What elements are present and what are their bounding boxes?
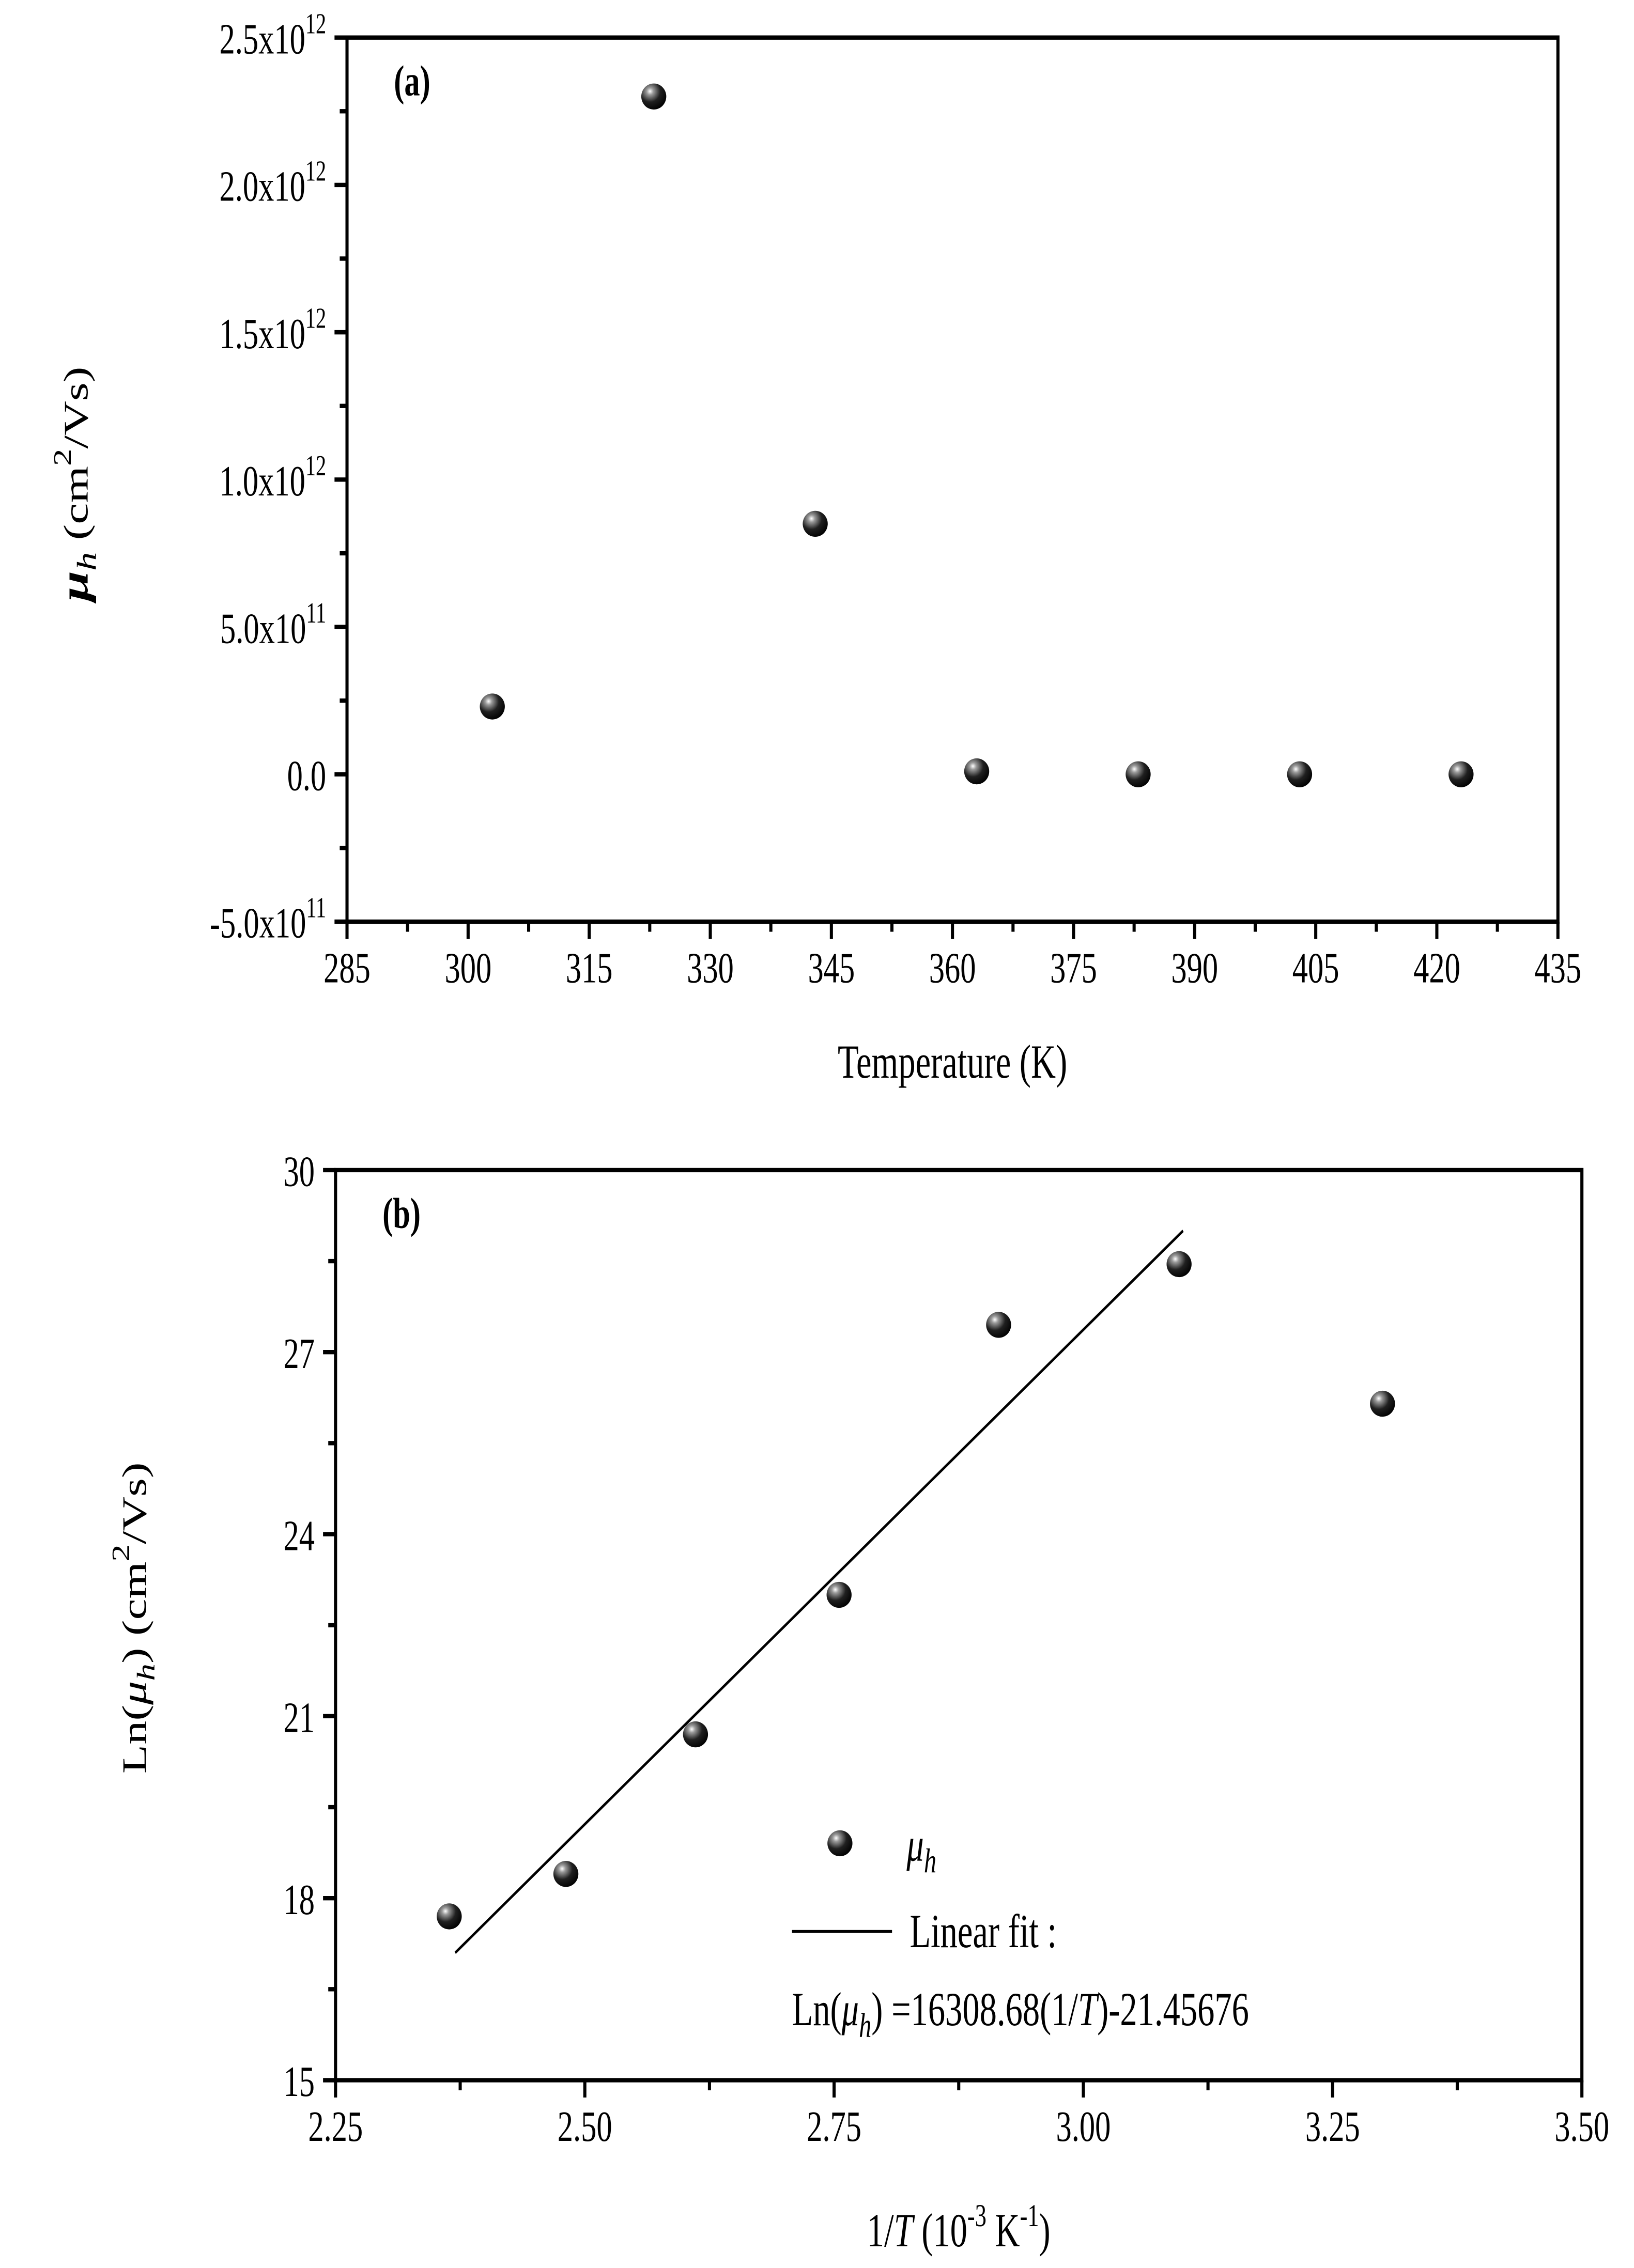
data-point: [1287, 761, 1313, 787]
text-part: T: [1078, 1983, 1099, 2036]
data-point: [986, 1312, 1011, 1338]
x-axis-title: Temperature (K): [838, 1036, 1067, 1089]
legend-label-mu: μh: [906, 1819, 936, 1880]
tick-base: 2.0x10: [220, 162, 305, 210]
panel-label: (b): [382, 1189, 421, 1237]
mu-symbol: μ: [53, 571, 97, 604]
unit: /Vs): [57, 367, 96, 449]
tick-base: 0.0: [287, 752, 327, 800]
y-tick-label: 27: [284, 1329, 315, 1377]
superscript: 2: [107, 1544, 135, 1562]
data-point: [803, 510, 828, 537]
text-part: T: [894, 2204, 915, 2257]
x-tick-label: 2.50: [558, 2102, 612, 2150]
text-part: Ln(: [116, 1705, 154, 1774]
y-tick-label: 5.0x1011: [220, 597, 326, 653]
text-part: (10: [913, 2204, 967, 2257]
linear-fit-line: [454, 1230, 1184, 1954]
tick-base: 1.0x10: [220, 457, 305, 505]
y-tick-label: 2.5x1012: [220, 8, 327, 63]
tick-base: -5.0x10: [210, 899, 306, 947]
x-tick-label: 360: [929, 944, 976, 992]
x-tick-label: 2.25: [308, 2102, 363, 2150]
text-part: )-21.45676: [1097, 1983, 1249, 2036]
text-part: ): [1039, 2204, 1051, 2257]
x-tick-label: 435: [1534, 944, 1581, 992]
tick-exponent: 12: [305, 450, 326, 482]
y-tick-label: 24: [284, 1512, 315, 1560]
data-point: [480, 693, 505, 720]
y-tick-label: 1.5x1012: [220, 302, 327, 358]
y-axis-title: μh (cm2/Vs): [49, 367, 102, 604]
tick-exponent: 12: [305, 155, 326, 187]
mu-symbol: μ: [906, 1819, 924, 1871]
y-tick-label: 1.0x1012: [220, 450, 327, 505]
text-part: ) (cm: [116, 1562, 154, 1664]
panel-b: 2.25 2.50 2.75 3.00 3.25 3.50 15 18 21 24 27 30 (b) μ…: [107, 1147, 1609, 2257]
x-axis-title: 1/T (10-3 K-1): [867, 2198, 1051, 2257]
y-tick-label: 2.0x1012: [220, 155, 327, 210]
y-tick-label: 21: [284, 1694, 315, 1742]
x-tick-label: 315: [566, 944, 613, 992]
data-point: [553, 1861, 579, 1887]
data-point: [1370, 1390, 1395, 1417]
data-point: [437, 1903, 462, 1930]
x-tick-label: 390: [1171, 944, 1218, 992]
tick-base: 1.5x10: [220, 309, 305, 358]
superscript: 2: [49, 448, 76, 466]
tick-exponent: 11: [306, 597, 326, 629]
data-point: [683, 1721, 708, 1748]
y-tick-label: 30: [284, 1147, 315, 1195]
tick-base: 2.5x10: [220, 15, 305, 63]
text-part: K: [986, 2204, 1020, 2257]
x-tick-label: 375: [1050, 944, 1097, 992]
text-part: 1/: [867, 2204, 894, 2257]
unit: (cm: [57, 466, 96, 552]
mu-symbol: μ: [841, 1983, 859, 2036]
x-tick-label: 300: [444, 944, 491, 992]
text-part: ) =16308.68(1/: [871, 1983, 1078, 2036]
subscript: h: [132, 1664, 160, 1681]
tick-base: 5.0x10: [220, 604, 306, 653]
subscript: h: [72, 552, 102, 570]
plot-frame: [345, 35, 1560, 924]
data-point: [1448, 761, 1474, 787]
text-part: Ln(: [792, 1983, 842, 2036]
panel-label: (a): [394, 57, 430, 105]
x-tick-label: 285: [323, 944, 371, 992]
x-tick-label: 3.50: [1554, 2102, 1609, 2150]
data-point: [641, 83, 667, 110]
tick-exponent: 12: [305, 302, 326, 334]
y-tick-label: 15: [284, 2058, 315, 2106]
y-axis-title: Ln(μh) (cm2/Vs): [107, 1462, 160, 1774]
x-tick-label: 345: [808, 944, 855, 992]
y-tick-label: 18: [284, 1875, 315, 1923]
superscript: -1: [1020, 2198, 1039, 2233]
x-tick-label: 3.00: [1056, 2102, 1111, 2150]
panel-a: 285 300 315 330 345 360 375 390 405 420 435 -5.0x10…: [49, 8, 1581, 1089]
data-point: [827, 1830, 853, 1857]
tick-exponent: 11: [306, 892, 326, 924]
legend-label-fit: Linear fit :: [910, 1905, 1057, 1958]
x-tick-label: 420: [1413, 944, 1460, 992]
x-tick-label: 3.25: [1305, 2102, 1360, 2150]
tick-exponent: 12: [305, 8, 326, 40]
x-tick-label: 2.75: [807, 2102, 861, 2150]
data-point: [1126, 761, 1151, 787]
text-part: /Vs): [116, 1462, 154, 1544]
data-point: [1166, 1251, 1192, 1278]
y-tick-label: -5.0x1011: [210, 892, 326, 947]
y-tick-label: 0.0: [287, 752, 327, 800]
x-tick-label: 405: [1292, 944, 1339, 992]
superscript: -3: [967, 2198, 986, 2233]
data-point: [964, 758, 990, 785]
x-tick-label: 330: [687, 944, 734, 992]
subscript: h: [924, 1841, 936, 1880]
fit-equation: Ln(μh) =16308.68(1/T)-21.45676: [792, 1983, 1249, 2045]
data-point: [826, 1581, 852, 1608]
mu-symbol: μ: [116, 1681, 154, 1705]
subscript: h: [859, 2006, 871, 2045]
legend: μh Linear fit :: [792, 1819, 1057, 1958]
